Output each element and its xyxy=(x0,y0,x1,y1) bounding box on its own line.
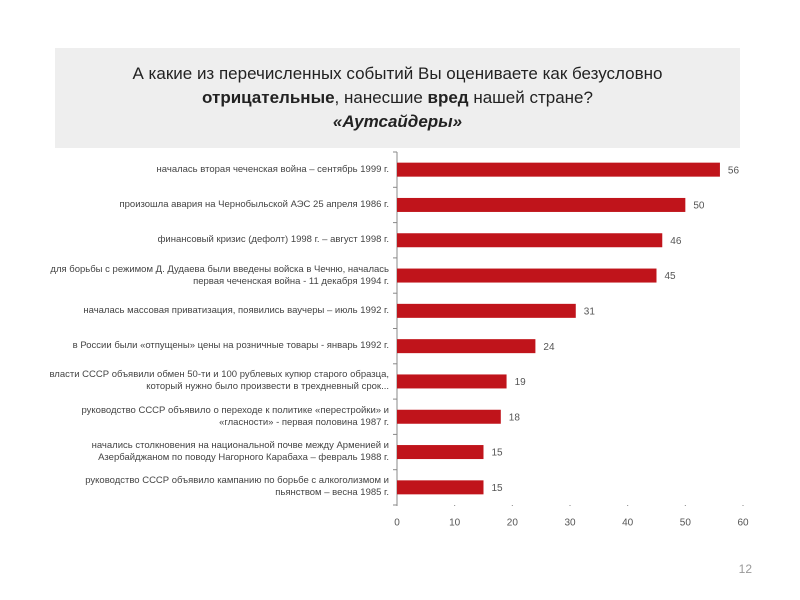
title-part: вред xyxy=(427,88,469,107)
bar xyxy=(397,339,536,354)
category-label: финансовый кризис (дефолт) 1998 г. – авг… xyxy=(157,234,389,246)
category-label: начались столкновения на национальной по… xyxy=(91,440,389,464)
x-tick-label: 20 xyxy=(507,518,519,529)
title-part: «Аутсайдеры» xyxy=(332,112,463,131)
category-label: власти СССР объявили обмен 50-ти и 100 р… xyxy=(49,369,389,393)
category-label: произошла авария на Чернобыльской АЭС 25… xyxy=(119,198,389,210)
value-label: 50 xyxy=(693,201,705,212)
value-label: 15 xyxy=(492,483,504,494)
x-tick-label: 50 xyxy=(680,518,692,529)
page-number: 12 xyxy=(738,562,752,576)
bar xyxy=(397,480,484,495)
value-label: 15 xyxy=(492,448,504,459)
x-tick-label: 30 xyxy=(564,518,576,529)
bar xyxy=(397,162,720,177)
bar xyxy=(397,197,686,212)
bar xyxy=(397,303,576,318)
x-tick-label: 0 xyxy=(394,518,400,529)
category-label: началась массовая приватизация, появилис… xyxy=(83,304,389,316)
header: А какие из перечисленных событий Вы оцен… xyxy=(55,48,740,148)
value-label: 56 xyxy=(728,165,740,176)
title-part: отрицательные xyxy=(202,88,335,107)
bar xyxy=(397,374,507,389)
value-label: 24 xyxy=(543,342,555,353)
x-tick-label: 10 xyxy=(449,518,461,529)
value-label: 45 xyxy=(665,271,677,282)
bar xyxy=(397,268,657,283)
title: А какие из перечисленных событий Вы оцен… xyxy=(133,62,663,134)
x-tick-label: 40 xyxy=(622,518,634,529)
title-part: А какие из перечисленных событий Вы оцен… xyxy=(132,64,663,83)
title-part: , нанесшие xyxy=(334,88,428,107)
category-label: руководство СССР объявило о переходе к п… xyxy=(81,404,389,428)
category-label: началась вторая чеченская война – сентяб… xyxy=(156,163,389,175)
category-label: в России были «отпущены» цены на розничн… xyxy=(72,340,389,352)
category-label: для борьбы с режимом Д. Дудаева были вве… xyxy=(50,263,389,287)
value-label: 46 xyxy=(670,236,682,247)
x-tick-label: 60 xyxy=(737,518,749,529)
value-label: 31 xyxy=(584,306,596,317)
bar xyxy=(397,233,663,248)
value-label: 18 xyxy=(509,412,521,423)
bar xyxy=(397,445,484,460)
category-label: руководство СССР объявило кампанию по бо… xyxy=(85,475,389,499)
bar xyxy=(397,409,501,424)
title-part: нашей стране? xyxy=(468,88,593,107)
value-label: 19 xyxy=(515,377,527,388)
